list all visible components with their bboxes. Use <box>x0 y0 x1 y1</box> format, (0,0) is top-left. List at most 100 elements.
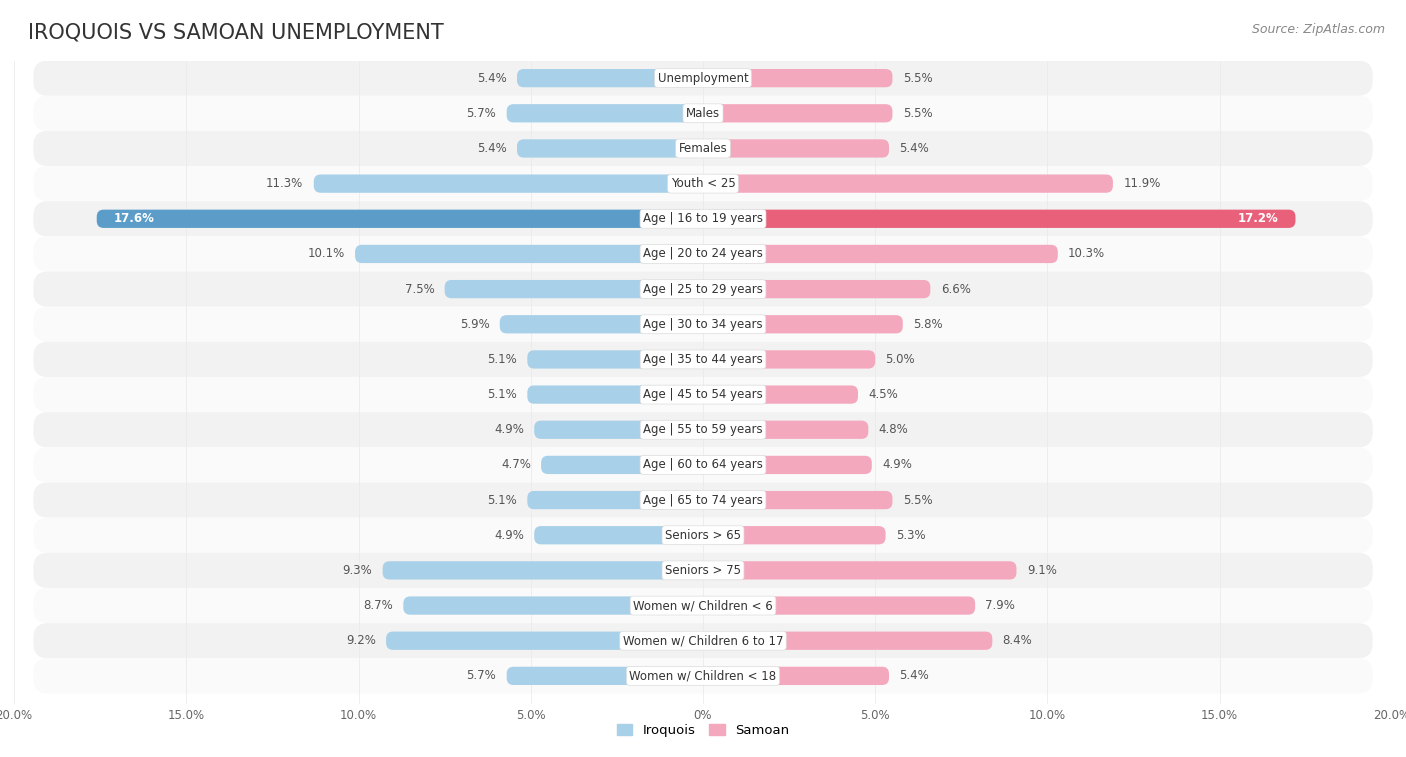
FancyBboxPatch shape <box>703 174 1114 193</box>
Text: Youth < 25: Youth < 25 <box>671 177 735 190</box>
Text: 5.4%: 5.4% <box>477 142 506 155</box>
Text: 5.4%: 5.4% <box>900 669 929 682</box>
FancyBboxPatch shape <box>34 553 1372 588</box>
Text: 5.0%: 5.0% <box>886 353 915 366</box>
Text: IROQUOIS VS SAMOAN UNEMPLOYMENT: IROQUOIS VS SAMOAN UNEMPLOYMENT <box>28 23 444 42</box>
Text: 5.9%: 5.9% <box>460 318 489 331</box>
Text: Age | 20 to 24 years: Age | 20 to 24 years <box>643 248 763 260</box>
FancyBboxPatch shape <box>527 385 703 403</box>
Text: 5.4%: 5.4% <box>900 142 929 155</box>
Text: 4.9%: 4.9% <box>494 423 524 436</box>
FancyBboxPatch shape <box>382 561 703 580</box>
FancyBboxPatch shape <box>703 280 931 298</box>
Text: 5.1%: 5.1% <box>488 353 517 366</box>
FancyBboxPatch shape <box>356 245 703 263</box>
Text: 5.5%: 5.5% <box>903 72 932 85</box>
Text: Age | 16 to 19 years: Age | 16 to 19 years <box>643 212 763 226</box>
Text: Source: ZipAtlas.com: Source: ZipAtlas.com <box>1251 23 1385 36</box>
Text: Unemployment: Unemployment <box>658 72 748 85</box>
Text: 11.3%: 11.3% <box>266 177 304 190</box>
FancyBboxPatch shape <box>34 95 1372 131</box>
FancyBboxPatch shape <box>703 526 886 544</box>
FancyBboxPatch shape <box>703 597 976 615</box>
FancyBboxPatch shape <box>34 131 1372 166</box>
Text: Age | 30 to 34 years: Age | 30 to 34 years <box>643 318 763 331</box>
Text: 10.3%: 10.3% <box>1069 248 1105 260</box>
Text: Age | 35 to 44 years: Age | 35 to 44 years <box>643 353 763 366</box>
FancyBboxPatch shape <box>703 245 1057 263</box>
Text: Females: Females <box>679 142 727 155</box>
Text: 17.6%: 17.6% <box>114 212 155 226</box>
FancyBboxPatch shape <box>34 482 1372 518</box>
FancyBboxPatch shape <box>34 377 1372 412</box>
Text: Age | 60 to 64 years: Age | 60 to 64 years <box>643 459 763 472</box>
Text: 4.9%: 4.9% <box>494 528 524 542</box>
Text: Seniors > 65: Seniors > 65 <box>665 528 741 542</box>
Text: Age | 45 to 54 years: Age | 45 to 54 years <box>643 388 763 401</box>
Text: 5.7%: 5.7% <box>467 669 496 682</box>
FancyBboxPatch shape <box>34 342 1372 377</box>
FancyBboxPatch shape <box>34 623 1372 659</box>
Text: 9.3%: 9.3% <box>343 564 373 577</box>
FancyBboxPatch shape <box>527 350 703 369</box>
FancyBboxPatch shape <box>703 491 893 509</box>
FancyBboxPatch shape <box>34 659 1372 693</box>
FancyBboxPatch shape <box>34 166 1372 201</box>
Text: 4.9%: 4.9% <box>882 459 912 472</box>
Text: 11.9%: 11.9% <box>1123 177 1160 190</box>
Text: 4.7%: 4.7% <box>501 459 531 472</box>
FancyBboxPatch shape <box>506 667 703 685</box>
Text: 7.9%: 7.9% <box>986 599 1015 612</box>
Text: Males: Males <box>686 107 720 120</box>
Text: 5.1%: 5.1% <box>488 388 517 401</box>
FancyBboxPatch shape <box>703 69 893 87</box>
Text: Seniors > 75: Seniors > 75 <box>665 564 741 577</box>
Text: 5.3%: 5.3% <box>896 528 925 542</box>
FancyBboxPatch shape <box>703 210 1295 228</box>
FancyBboxPatch shape <box>527 491 703 509</box>
FancyBboxPatch shape <box>703 350 875 369</box>
FancyBboxPatch shape <box>404 597 703 615</box>
Text: 8.7%: 8.7% <box>363 599 392 612</box>
Text: 9.1%: 9.1% <box>1026 564 1057 577</box>
FancyBboxPatch shape <box>703 139 889 157</box>
Text: 5.5%: 5.5% <box>903 494 932 506</box>
FancyBboxPatch shape <box>314 174 703 193</box>
Text: 5.7%: 5.7% <box>467 107 496 120</box>
FancyBboxPatch shape <box>703 385 858 403</box>
Text: Age | 55 to 59 years: Age | 55 to 59 years <box>643 423 763 436</box>
FancyBboxPatch shape <box>534 526 703 544</box>
Text: Women w/ Children < 18: Women w/ Children < 18 <box>630 669 776 682</box>
FancyBboxPatch shape <box>517 139 703 157</box>
FancyBboxPatch shape <box>34 412 1372 447</box>
Legend: Iroquois, Samoan: Iroquois, Samoan <box>612 719 794 743</box>
FancyBboxPatch shape <box>703 667 889 685</box>
Text: 5.8%: 5.8% <box>912 318 943 331</box>
FancyBboxPatch shape <box>506 104 703 123</box>
FancyBboxPatch shape <box>34 61 1372 95</box>
Text: 10.1%: 10.1% <box>308 248 344 260</box>
Text: 5.4%: 5.4% <box>477 72 506 85</box>
FancyBboxPatch shape <box>703 421 869 439</box>
Text: Women w/ Children < 6: Women w/ Children < 6 <box>633 599 773 612</box>
Text: 5.1%: 5.1% <box>488 494 517 506</box>
FancyBboxPatch shape <box>517 69 703 87</box>
Text: 7.5%: 7.5% <box>405 282 434 295</box>
FancyBboxPatch shape <box>703 631 993 650</box>
FancyBboxPatch shape <box>444 280 703 298</box>
FancyBboxPatch shape <box>387 631 703 650</box>
FancyBboxPatch shape <box>703 561 1017 580</box>
FancyBboxPatch shape <box>499 315 703 333</box>
FancyBboxPatch shape <box>34 307 1372 342</box>
Text: 8.4%: 8.4% <box>1002 634 1032 647</box>
FancyBboxPatch shape <box>703 456 872 474</box>
Text: Women w/ Children 6 to 17: Women w/ Children 6 to 17 <box>623 634 783 647</box>
FancyBboxPatch shape <box>34 236 1372 272</box>
FancyBboxPatch shape <box>34 201 1372 236</box>
Text: 17.2%: 17.2% <box>1237 212 1278 226</box>
Text: 4.5%: 4.5% <box>869 388 898 401</box>
Text: 6.6%: 6.6% <box>941 282 970 295</box>
FancyBboxPatch shape <box>703 104 893 123</box>
FancyBboxPatch shape <box>541 456 703 474</box>
FancyBboxPatch shape <box>34 272 1372 307</box>
